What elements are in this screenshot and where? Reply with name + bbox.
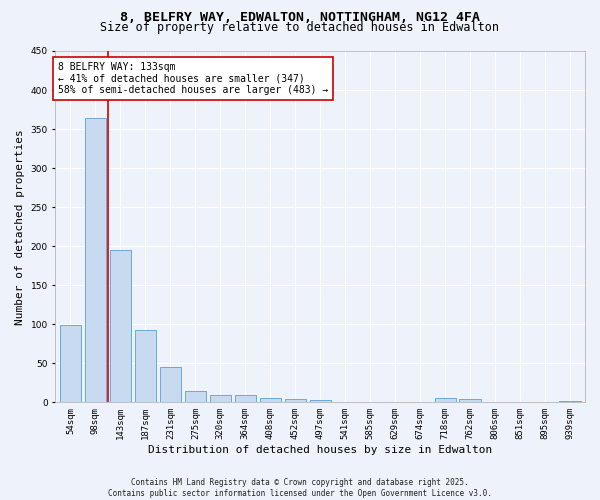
Bar (260, 398, 281, 402)
Bar (135, 330, 156, 402)
Bar (209, 394, 231, 402)
Y-axis label: Number of detached properties: Number of detached properties (15, 129, 25, 324)
Bar (235, 396, 256, 402)
Text: Size of property relative to detached houses in Edwalton: Size of property relative to detached ho… (101, 21, 499, 34)
Bar (284, 399, 306, 402)
Bar (559, 401, 581, 402)
Bar (434, 398, 456, 402)
Text: Contains HM Land Registry data © Crown copyright and database right 2025.
Contai: Contains HM Land Registry data © Crown c… (108, 478, 492, 498)
X-axis label: Distribution of detached houses by size in Edwalton: Distribution of detached houses by size … (148, 445, 493, 455)
Bar (85, 118, 106, 403)
Bar (460, 399, 481, 402)
Bar (310, 400, 331, 402)
Text: 8 BELFRY WAY: 133sqm
← 41% of detached houses are smaller (347)
58% of semi-deta: 8 BELFRY WAY: 133sqm ← 41% of detached h… (58, 62, 328, 94)
Bar (160, 367, 181, 402)
Bar (110, 250, 131, 402)
Bar (60, 325, 81, 402)
Bar (185, 390, 206, 402)
Text: 8, BELFRY WAY, EDWALTON, NOTTINGHAM, NG12 4FA: 8, BELFRY WAY, EDWALTON, NOTTINGHAM, NG1… (120, 11, 480, 24)
